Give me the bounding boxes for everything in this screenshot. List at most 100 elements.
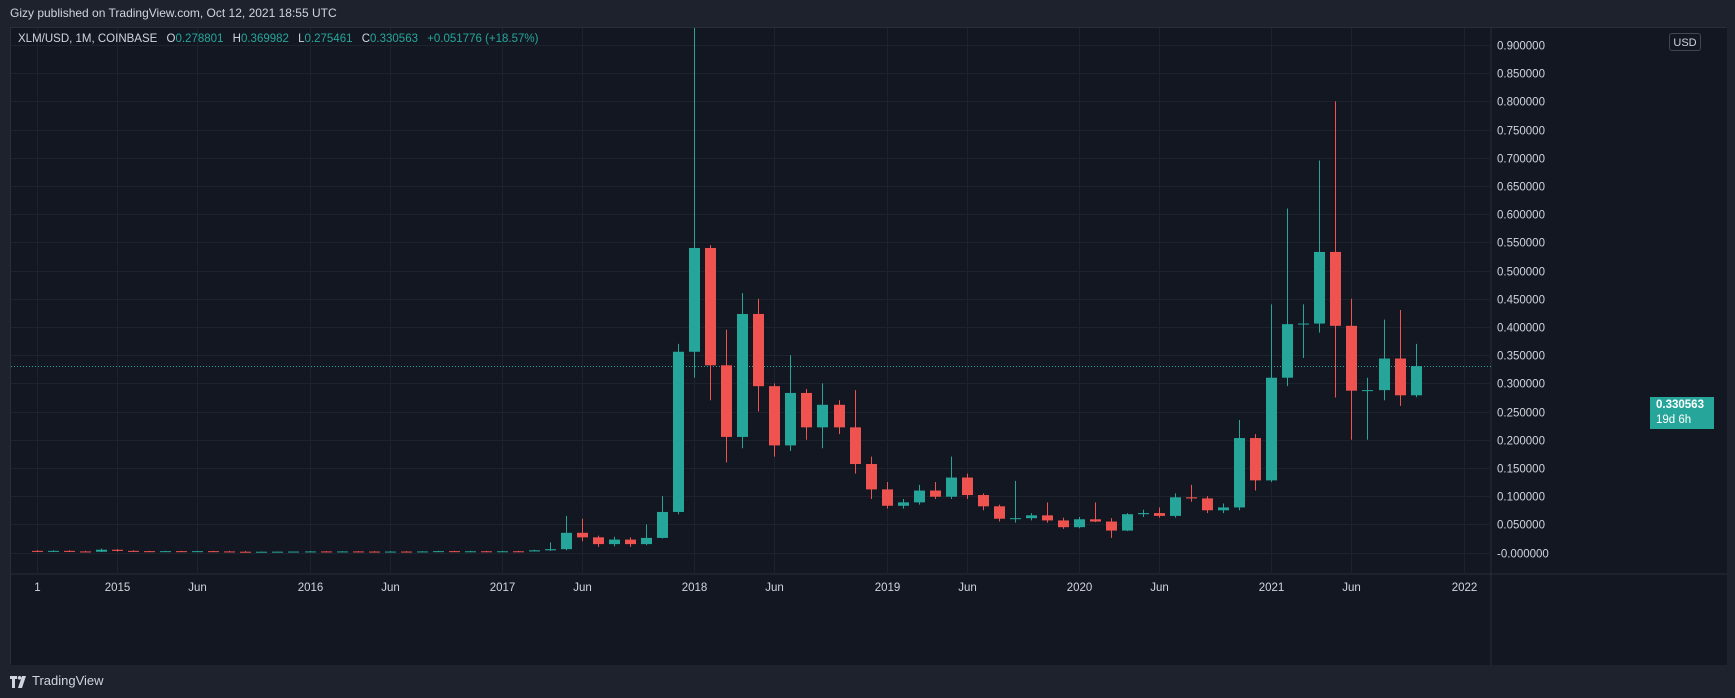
candle-body xyxy=(673,351,684,512)
candle-body xyxy=(1298,323,1309,325)
candle-body xyxy=(256,551,267,553)
candle xyxy=(112,549,123,552)
candle-body xyxy=(817,404,828,428)
candle-body xyxy=(850,427,861,465)
chart-frame[interactable]: -0.000000 0.050000 0.100000 0.150000 0.20000… xyxy=(10,27,1727,665)
candle-body xyxy=(112,549,123,551)
time-tick-label: 2022 xyxy=(1452,582,1478,594)
candle xyxy=(1106,518,1117,538)
last-price-label: 0.330563 19d 6h xyxy=(1650,397,1714,429)
candle xyxy=(1170,493,1181,518)
candle xyxy=(1042,502,1053,523)
candle xyxy=(48,550,59,553)
candle-body xyxy=(208,551,219,553)
close-label: C xyxy=(361,33,371,45)
candle-body xyxy=(224,551,235,553)
candle-body xyxy=(176,551,187,553)
candle xyxy=(705,245,716,401)
last-price-value: 0.330563 xyxy=(1656,399,1704,411)
close-value: 0.330563 xyxy=(370,33,418,45)
currency-badge[interactable]: USD xyxy=(1669,33,1701,51)
candle xyxy=(625,537,636,547)
candle xyxy=(497,550,508,553)
candle xyxy=(930,482,941,499)
candle xyxy=(593,535,604,547)
candle xyxy=(1026,513,1037,521)
candle xyxy=(385,551,396,553)
candle xyxy=(240,551,251,553)
candle xyxy=(641,524,652,546)
candle-body xyxy=(753,313,764,387)
price-tick-label: 0.500000 xyxy=(1497,267,1545,279)
price-tick-label: 0.800000 xyxy=(1497,97,1545,109)
price-tick-label: 0.050000 xyxy=(1497,520,1545,532)
candle-body xyxy=(721,365,732,437)
candle-body xyxy=(272,551,283,553)
candle-body xyxy=(385,551,396,553)
candle-body xyxy=(609,539,620,545)
footer-brand[interactable]: TradingView xyxy=(32,673,104,688)
candle xyxy=(1298,304,1309,358)
candle xyxy=(481,550,492,553)
candle xyxy=(337,551,348,553)
candle-body xyxy=(1411,366,1422,396)
price-tick-label: 0.650000 xyxy=(1497,182,1545,194)
candle-body xyxy=(882,489,893,506)
candle xyxy=(321,551,332,553)
candle xyxy=(1379,319,1390,401)
change-value: +0.051776 (+18.57%) xyxy=(427,33,539,45)
candle-body xyxy=(1266,377,1277,481)
high-label: H xyxy=(232,33,241,45)
candle-body xyxy=(240,551,251,553)
candle xyxy=(176,550,187,553)
price-tick-label: -0.000000 xyxy=(1497,549,1549,561)
candle xyxy=(1090,502,1101,523)
time-tick-label: Jun xyxy=(958,582,977,594)
price-axis[interactable]: -0.000000 0.050000 0.100000 0.150000 0.20000… xyxy=(1497,41,1549,561)
candle-body xyxy=(401,551,412,553)
candle xyxy=(256,551,267,553)
time-tick-label: 2015 xyxy=(105,582,131,594)
candle xyxy=(1234,420,1245,511)
candle xyxy=(1122,513,1133,532)
candle-body xyxy=(1106,521,1117,531)
candle xyxy=(673,343,684,515)
candle xyxy=(224,550,235,553)
candlestick-chart[interactable]: -0.000000 0.050000 0.100000 0.150000 0.20000… xyxy=(11,28,1727,665)
candle-body xyxy=(465,551,476,553)
candle xyxy=(962,473,973,499)
candle-body xyxy=(417,551,428,553)
price-tick-label: 0.150000 xyxy=(1497,464,1545,476)
candle-body xyxy=(481,551,492,553)
candle-body xyxy=(1170,497,1181,516)
candle-body xyxy=(1202,498,1213,511)
candle xyxy=(1218,503,1229,514)
time-tick-label: 2019 xyxy=(875,582,901,594)
candle xyxy=(1250,434,1261,491)
price-tick-label: 0.700000 xyxy=(1497,154,1545,166)
candle xyxy=(1138,509,1149,518)
candle xyxy=(834,400,845,435)
candle xyxy=(801,388,812,440)
time-tick-label: 2016 xyxy=(298,582,324,594)
candle-body xyxy=(1138,513,1149,515)
candle xyxy=(1330,101,1341,398)
candle xyxy=(882,482,893,509)
footer: TradingView xyxy=(10,670,104,692)
candle xyxy=(785,355,796,452)
candle xyxy=(160,550,171,553)
time-tick-label: 2021 xyxy=(1259,582,1285,594)
candle xyxy=(753,298,764,412)
time-axis[interactable]: 1 2015 Jun 2016 Jun 2017 Jun 2018 Jun 2019 Jun 2020… xyxy=(34,582,1477,594)
candle-body xyxy=(834,404,845,428)
candle xyxy=(657,496,668,539)
publisher-header: Gizy published on TradingView.com, Oct 1… xyxy=(0,0,1735,27)
candle-body xyxy=(337,551,348,553)
candle-body xyxy=(593,537,604,545)
candle xyxy=(1202,496,1213,514)
candle-body xyxy=(353,551,364,553)
price-tick-label: 0.250000 xyxy=(1497,408,1545,420)
candle xyxy=(1346,298,1357,440)
candle xyxy=(401,551,412,553)
candle-body xyxy=(369,551,380,553)
